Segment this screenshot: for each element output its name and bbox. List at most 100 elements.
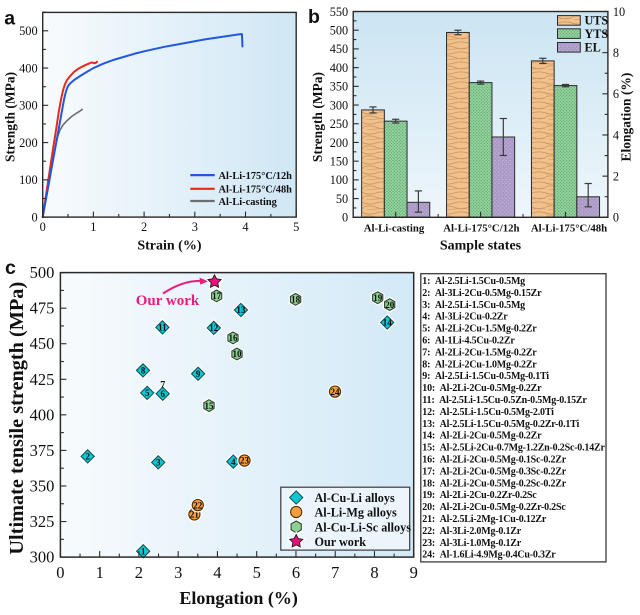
svg-text:450: 450 — [330, 42, 348, 56]
svg-text:5: 5 — [145, 388, 150, 398]
svg-text:500: 500 — [19, 24, 38, 38]
svg-text:350: 350 — [330, 80, 348, 94]
svg-text:18: Al-2Li-2Cu-0.5Mg-0.2Sc-0.: 18: Al-2Li-2Cu-0.5Mg-0.2Sc-0.2Zr — [422, 478, 566, 489]
svg-text:4: 4 — [613, 128, 619, 142]
svg-text:2: 2 — [85, 452, 90, 462]
svg-text:7: 7 — [331, 563, 339, 582]
svg-text:2: 2 — [135, 563, 143, 582]
svg-text:0: 0 — [31, 210, 37, 224]
svg-text:16: Al-2Li-2Cu-0.5Mg-0.1Sc-0.: 16: Al-2Li-2Cu-0.5Mg-0.1Sc-0.2Zr — [422, 455, 566, 466]
svg-text:250: 250 — [330, 117, 348, 131]
svg-text:8: 8 — [141, 366, 146, 376]
svg-text:500: 500 — [330, 24, 348, 38]
svg-text:18: 18 — [291, 295, 301, 305]
svg-text:6: 6 — [292, 563, 300, 582]
svg-text:Our work: Our work — [136, 293, 200, 309]
svg-text:21: Al-2.5Li-2Mg-1Cu-0.12Zr: 21: Al-2.5Li-2Mg-1Cu-0.12Zr — [422, 514, 547, 525]
svg-text:Elongation (%): Elongation (%) — [619, 73, 634, 162]
svg-text:Strain (%): Strain (%) — [137, 239, 202, 254]
svg-text:20: 20 — [385, 300, 395, 310]
svg-text:11: Al-2.5Li-1.5Cu-0.5Zn-0.5M: 11: Al-2.5Li-1.5Cu-0.5Zn-0.5Mg-0.15Zr — [422, 395, 587, 406]
svg-text:1: 1 — [141, 546, 146, 556]
svg-text:YTS: YTS — [585, 27, 609, 41]
svg-text:1: Al-2.5Li-1.5Cu-0.5Mg: 1: Al-2.5Li-1.5Cu-0.5Mg — [422, 276, 525, 287]
svg-text:0: 0 — [613, 211, 619, 225]
svg-text:5: Al-2Li-2Cu-1.5Mg-0.2Zr: 5: Al-2Li-2Cu-1.5Mg-0.2Zr — [422, 324, 537, 335]
svg-text:1: 1 — [90, 220, 96, 234]
svg-text:400: 400 — [19, 61, 38, 75]
svg-text:Al-Li-175°C/48h: Al-Li-175°C/48h — [219, 185, 293, 196]
svg-text:Elongation (%): Elongation (%) — [179, 588, 298, 609]
svg-text:3: Al-2.5Li-1.5Cu-0.5Mg: 3: Al-2.5Li-1.5Cu-0.5Mg — [422, 300, 525, 311]
svg-text:300: 300 — [330, 98, 348, 112]
svg-text:12: 12 — [209, 323, 219, 333]
svg-text:13: 13 — [236, 305, 246, 315]
svg-text:7: Al-2Li-2Cu-1.5Mg-0.2Zr: 7: Al-2Li-2Cu-1.5Mg-0.2Zr — [422, 347, 537, 358]
svg-text:350: 350 — [30, 477, 55, 496]
svg-text:475: 475 — [30, 299, 55, 318]
svg-text:550: 550 — [330, 5, 348, 19]
svg-text:12: Al-2.5Li-1.5Cu-0.5Mg-2.0T: 12: Al-2.5Li-1.5Cu-0.5Mg-2.0Ti — [422, 407, 554, 418]
svg-text:Strength (MPa): Strength (MPa) — [2, 72, 17, 162]
svg-text:23: Al-3Li-1.0Mg-0.1Zr: 23: Al-3Li-1.0Mg-0.1Zr — [422, 538, 521, 549]
svg-text:20: Al-2Li-2Cu-0.5Mg-0.2Zr-0.: 20: Al-2Li-2Cu-0.5Mg-0.2Zr-0.2Sc — [422, 502, 566, 513]
svg-text:10: Al-2Li-2Cu-0.5Mg-0.2Zr: 10: Al-2Li-2Cu-0.5Mg-0.2Zr — [422, 383, 542, 394]
svg-text:150: 150 — [330, 155, 348, 169]
svg-text:Al-Li-175°C/48h: Al-Li-175°C/48h — [531, 222, 607, 234]
svg-text:8: Al-2Li-2Cu-1.0Mg-0.2Zr: 8: Al-2Li-2Cu-1.0Mg-0.2Zr — [422, 359, 537, 370]
svg-text:200: 200 — [330, 136, 348, 150]
svg-text:1: 1 — [96, 563, 104, 582]
svg-text:24: 24 — [331, 387, 341, 397]
svg-text:2: 2 — [141, 220, 147, 234]
svg-text:9: 9 — [410, 563, 418, 582]
svg-text:4: 4 — [213, 563, 221, 582]
svg-text:4: Al-3Li-2Cu-0.2Zr: 4: Al-3Li-2Cu-0.2Zr — [422, 312, 508, 323]
svg-text:14: 14 — [383, 318, 393, 328]
svg-text:10: 10 — [233, 349, 243, 359]
svg-text:Al-Li-casting: Al-Li-casting — [219, 197, 278, 208]
svg-text:0: 0 — [342, 211, 348, 225]
svg-text:3: 3 — [192, 220, 198, 234]
svg-text:7: 7 — [160, 380, 165, 391]
svg-text:c: c — [5, 257, 16, 279]
svg-text:6: 6 — [160, 389, 165, 399]
svg-text:100: 100 — [19, 173, 38, 187]
svg-text:13: Al-2.5Li-1.5Cu-0.5Mg-0.2Z: 13: Al-2.5Li-1.5Cu-0.5Mg-0.2Zr-0.1Ti — [422, 419, 579, 430]
svg-text:EL: EL — [585, 41, 601, 55]
svg-text:Al-Cu-Li-Sc alloys: Al-Cu-Li-Sc alloys — [315, 520, 412, 534]
svg-text:0: 0 — [56, 563, 64, 582]
svg-text:a: a — [4, 7, 15, 29]
svg-text:3: 3 — [174, 563, 182, 582]
svg-text:Ultimate tensile strength (MPa: Ultimate tensile strength (MPa) — [6, 282, 28, 555]
svg-text:500: 500 — [30, 263, 55, 282]
svg-text:4: 4 — [231, 457, 236, 467]
svg-text:23: 23 — [240, 456, 250, 466]
svg-text:Al-Cu-Li alloys: Al-Cu-Li alloys — [315, 491, 395, 505]
svg-text:16: 16 — [229, 333, 239, 343]
svg-text:9: Al-2.5Li-1.5Cu-0.5Mg-0.1Ti: 9: Al-2.5Li-1.5Cu-0.5Mg-0.1Ti — [422, 371, 549, 382]
svg-text:Our work: Our work — [315, 535, 367, 549]
svg-text:325: 325 — [30, 512, 55, 531]
svg-text:19: 19 — [373, 293, 383, 303]
svg-text:6: Al-1Li-4.5Cu-0.2Zr: 6: Al-1Li-4.5Cu-0.2Zr — [422, 336, 515, 347]
svg-text:9: 9 — [196, 369, 201, 379]
svg-text:17: Al-2Li-2Cu-0.5Mg-0.3Sc-0.: 17: Al-2Li-2Cu-0.5Mg-0.3Sc-0.2Zr — [422, 466, 566, 477]
svg-text:21: 21 — [190, 510, 200, 520]
svg-text:100: 100 — [330, 173, 348, 187]
svg-text:50: 50 — [336, 192, 348, 206]
svg-text:450: 450 — [30, 334, 55, 353]
svg-text:8: 8 — [613, 46, 619, 60]
svg-text:3: 3 — [156, 458, 161, 468]
svg-text:375: 375 — [30, 441, 55, 460]
svg-text:15: Al-2.5Li-2Cu-0.7Mg-1.2Zn-: 15: Al-2.5Li-2Cu-0.7Mg-1.2Zn-0.2Sc-0.14Z… — [422, 443, 605, 454]
svg-text:400: 400 — [330, 61, 348, 75]
svg-text:Al-Li-casting: Al-Li-casting — [364, 222, 425, 234]
svg-text:2: Al-3Li-2Cu-0.5Mg-0.15Zr: 2: Al-3Li-2Cu-0.5Mg-0.15Zr — [422, 288, 542, 299]
svg-text:b: b — [308, 6, 320, 28]
svg-text:17: 17 — [212, 291, 222, 301]
svg-text:11: 11 — [158, 323, 167, 333]
svg-text:400: 400 — [30, 405, 55, 424]
svg-text:Strength (MPa): Strength (MPa) — [310, 72, 325, 162]
svg-text:300: 300 — [19, 99, 38, 113]
svg-text:200: 200 — [19, 136, 38, 150]
